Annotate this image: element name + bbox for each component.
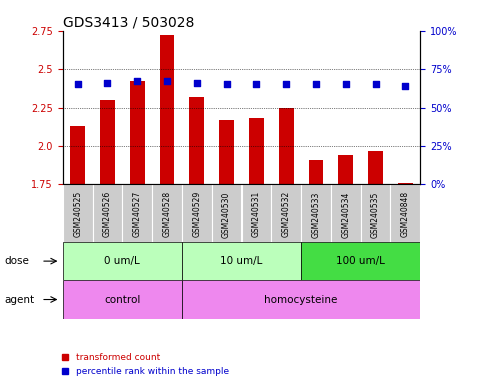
Text: GSM240526: GSM240526	[103, 191, 112, 237]
Bar	[130, 81, 145, 184]
Text: 100 um/L: 100 um/L	[336, 256, 385, 266]
Point	[282, 81, 290, 88]
Text: GSM240530: GSM240530	[222, 191, 231, 238]
Bar	[279, 108, 294, 184]
Bar	[271, 184, 301, 242]
Bar	[398, 183, 413, 184]
Text: homocysteine: homocysteine	[264, 295, 338, 305]
Text: dose: dose	[5, 256, 30, 266]
Bar	[242, 184, 271, 242]
Bar	[301, 242, 420, 280]
Bar	[182, 280, 420, 319]
Bar	[338, 155, 353, 184]
Bar	[309, 160, 324, 184]
Text: 0 um/L: 0 um/L	[104, 256, 140, 266]
Bar	[122, 184, 152, 242]
Bar	[100, 100, 115, 184]
Text: GSM240848: GSM240848	[401, 191, 410, 237]
Text: agent: agent	[5, 295, 35, 305]
Bar	[219, 120, 234, 184]
Point	[193, 80, 201, 86]
Point	[74, 81, 82, 88]
Point	[342, 81, 350, 88]
Text: GSM240533: GSM240533	[312, 191, 320, 238]
Bar	[182, 242, 301, 280]
Bar	[368, 151, 383, 184]
Point	[163, 78, 171, 84]
Text: GSM240531: GSM240531	[252, 191, 261, 237]
Bar	[159, 35, 174, 184]
Text: GSM240525: GSM240525	[73, 191, 82, 237]
Bar	[212, 184, 242, 242]
Legend: transformed count, percentile rank within the sample: transformed count, percentile rank withi…	[57, 350, 232, 379]
Bar	[152, 184, 182, 242]
Text: GSM240532: GSM240532	[282, 191, 291, 237]
Bar	[331, 184, 361, 242]
Point	[372, 81, 380, 88]
Text: GSM240528: GSM240528	[163, 191, 171, 237]
Bar	[63, 184, 93, 242]
Point	[401, 83, 409, 89]
Bar	[63, 280, 182, 319]
Bar	[63, 242, 182, 280]
Text: GSM240527: GSM240527	[133, 191, 142, 237]
Bar	[301, 184, 331, 242]
Bar	[70, 126, 85, 184]
Point	[104, 80, 112, 86]
Point	[253, 81, 260, 88]
Point	[312, 81, 320, 88]
Bar	[93, 184, 122, 242]
Text: GDS3413 / 503028: GDS3413 / 503028	[63, 16, 194, 30]
Bar	[361, 184, 390, 242]
Bar	[182, 184, 212, 242]
Bar	[189, 97, 204, 184]
Text: GSM240535: GSM240535	[371, 191, 380, 238]
Text: 10 um/L: 10 um/L	[220, 256, 263, 266]
Text: control: control	[104, 295, 141, 305]
Text: GSM240529: GSM240529	[192, 191, 201, 237]
Point	[133, 78, 141, 84]
Text: GSM240534: GSM240534	[341, 191, 350, 238]
Point	[223, 81, 230, 88]
Bar	[390, 184, 420, 242]
Bar	[249, 118, 264, 184]
